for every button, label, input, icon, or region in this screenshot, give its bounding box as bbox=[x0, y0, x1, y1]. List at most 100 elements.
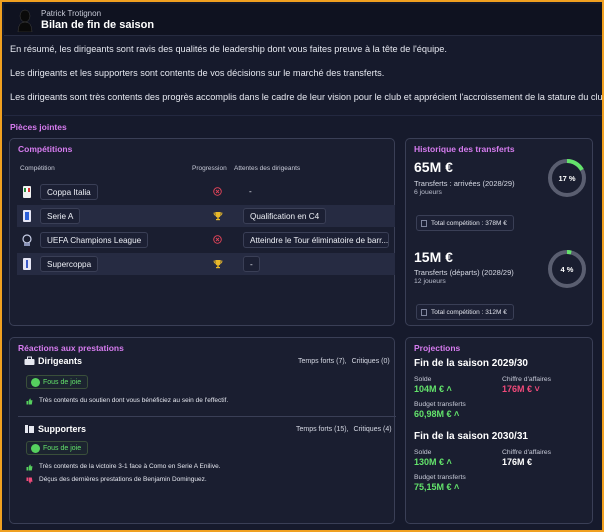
serie-a-logo-icon bbox=[23, 210, 31, 222]
directors-mood-badge: Fous de joie bbox=[26, 375, 89, 389]
directors-icon bbox=[24, 356, 35, 365]
projections-panel: Projections Fin de la saison 2029/30 Sol… bbox=[405, 337, 593, 524]
expectation-text[interactable]: Atteindre le Tour éliminatoire de barr..… bbox=[243, 232, 389, 248]
supporters-stats[interactable]: Temps forts (15), Critiques (4) bbox=[296, 426, 392, 433]
document-icon bbox=[421, 220, 427, 227]
header: Patrick Trotignon Bilan de fin de saison bbox=[4, 4, 602, 36]
season-1-budget: 60,98M € ˄ bbox=[414, 409, 460, 419]
directors-critics[interactable]: Critiques (0) bbox=[351, 358, 390, 365]
directors-stats[interactable]: Temps forts (7), Critiques (0) bbox=[298, 358, 390, 365]
supporters-reaction-1: Très contents de la victoire 3-1 face à … bbox=[39, 463, 221, 470]
header-progression: Progression bbox=[192, 165, 227, 172]
thumbs-down-icon bbox=[26, 477, 33, 484]
donut-fill bbox=[548, 250, 586, 288]
supporters-reaction-2: Déçus des dernières prestations de Benja… bbox=[39, 476, 207, 483]
competition-row[interactable]: UEFA Champions League Atteindre le Tour … bbox=[17, 229, 395, 251]
attachments-label: Pièces jointes bbox=[10, 122, 67, 132]
season-2-revenue-label: Chiffre d'affaires bbox=[502, 449, 552, 456]
directors-mood: Fous de joie bbox=[43, 379, 82, 386]
season-1-revenue-label: Chiffre d'affaires bbox=[502, 376, 552, 383]
competition-row[interactable]: Coppa Italia - bbox=[17, 181, 395, 203]
season-1-title: Fin de la saison 2029/30 bbox=[414, 358, 528, 369]
departures-amount: 15M € bbox=[414, 249, 453, 265]
expectation-text[interactable]: - bbox=[243, 256, 260, 272]
reactions-panel: Réactions aux prestations Dirigeants Tem… bbox=[9, 337, 396, 524]
arrow-up-icon: ˄ bbox=[454, 409, 460, 419]
champions-league-logo-icon bbox=[22, 234, 32, 246]
x-circle-icon bbox=[213, 235, 222, 244]
expectation-text: - bbox=[249, 187, 252, 196]
season-1-revenue: 176M € ˅ bbox=[502, 384, 540, 394]
competition-row[interactable]: Serie A Qualification en C4 bbox=[17, 205, 395, 227]
supporters-mood-badge: Fous de joie bbox=[26, 441, 89, 455]
arrivals-donut bbox=[548, 159, 586, 197]
happy-face-icon bbox=[31, 444, 40, 453]
arrivals-amount: 65M € bbox=[414, 159, 453, 175]
manager-name: Patrick Trotignon bbox=[41, 9, 102, 18]
arrow-down-icon: ˅ bbox=[534, 384, 540, 394]
competition-row[interactable]: Supercoppa - bbox=[17, 253, 395, 275]
season-2-budget-label: Budget transferts bbox=[414, 474, 466, 481]
transfers-title: Historique des transferts bbox=[414, 144, 515, 154]
departures-donut bbox=[548, 250, 586, 288]
arrow-up-icon: ˄ bbox=[446, 384, 452, 394]
arrow-up-icon: ˄ bbox=[454, 482, 460, 492]
directors-title: Dirigeants bbox=[38, 356, 83, 366]
competition-name[interactable]: Coppa Italia bbox=[40, 184, 98, 200]
directors-highlights[interactable]: Temps forts (7), bbox=[298, 358, 347, 365]
competitions-title: Compétitions bbox=[18, 144, 73, 154]
season-2-title: Fin de la saison 2030/31 bbox=[414, 431, 528, 442]
supporters-mood: Fous de joie bbox=[43, 445, 82, 452]
season-2-budget: 75,15M € ˄ bbox=[414, 482, 460, 492]
coppa-italia-logo-icon bbox=[23, 186, 31, 198]
expectation-text[interactable]: Qualification en C4 bbox=[243, 208, 327, 224]
thumbs-up-icon bbox=[26, 464, 33, 471]
arrivals-total-chip[interactable]: Total compétition : 378M € bbox=[416, 215, 514, 231]
supporters-title: Supporters bbox=[38, 424, 87, 434]
projections-title: Projections bbox=[414, 343, 461, 353]
header-competition: Compétition bbox=[20, 165, 55, 172]
trophy-icon bbox=[213, 260, 223, 269]
supercoppa-logo-icon bbox=[23, 258, 31, 270]
transfers-panel: Historique des transferts 65M € Transfer… bbox=[405, 138, 593, 326]
season-1-balance-label: Solde bbox=[414, 376, 432, 383]
summary-line-2: Les dirigeants et les supporters sont co… bbox=[10, 68, 385, 78]
season-2-balance-label: Solde bbox=[414, 449, 432, 456]
trophy-icon bbox=[213, 212, 223, 221]
happy-face-icon bbox=[31, 378, 40, 387]
arrivals-percent: 17 % bbox=[558, 174, 576, 183]
manager-avatar bbox=[17, 9, 33, 32]
directors-reaction-1: Très contents du soutien dont vous bénéf… bbox=[39, 397, 229, 404]
season-2-revenue: 176M € bbox=[502, 457, 533, 467]
departures-players: 12 joueurs bbox=[414, 278, 446, 285]
x-circle-icon bbox=[213, 187, 222, 196]
departures-total-chip[interactable]: Total compétition : 312M € bbox=[416, 304, 514, 320]
season-1-balance: 104M € ˄ bbox=[414, 384, 452, 394]
supporters-highlights[interactable]: Temps forts (15), bbox=[296, 426, 349, 433]
departures-percent: 4 % bbox=[560, 265, 574, 274]
arrivals-label: Transferts : arrivées (2028/29) bbox=[414, 179, 515, 188]
reactions-title: Réactions aux prestations bbox=[18, 343, 124, 353]
donut-fill bbox=[548, 159, 586, 197]
season-1-budget-label: Budget transferts bbox=[414, 401, 466, 408]
page-title: Bilan de fin de saison bbox=[41, 19, 155, 31]
arrow-up-icon: ˄ bbox=[446, 457, 452, 467]
competition-name[interactable]: Serie A bbox=[40, 208, 81, 224]
season-2-balance: 130M € ˄ bbox=[414, 457, 452, 467]
departures-label: Transferts (départs) (2028/29) bbox=[414, 268, 514, 277]
arrivals-players: 6 joueurs bbox=[414, 189, 442, 196]
competition-name[interactable]: Supercoppa bbox=[40, 256, 99, 272]
arrivals-total: Total compétition : 378M € bbox=[431, 220, 507, 227]
summary-line-3: Les dirigeants sont très contents des pr… bbox=[10, 92, 604, 102]
separator bbox=[4, 115, 602, 116]
supporters-icon bbox=[25, 425, 34, 433]
competition-name[interactable]: UEFA Champions League bbox=[40, 232, 149, 248]
departures-total: Total compétition : 312M € bbox=[431, 309, 507, 316]
supporters-critics[interactable]: Critiques (4) bbox=[353, 426, 392, 433]
divider bbox=[18, 416, 396, 417]
thumbs-up-icon bbox=[26, 398, 33, 405]
document-icon bbox=[421, 309, 427, 316]
header-expectations: Attentes des dirigeants bbox=[234, 165, 301, 172]
competitions-panel: Compétitions Compétition Progression Att… bbox=[9, 138, 395, 326]
